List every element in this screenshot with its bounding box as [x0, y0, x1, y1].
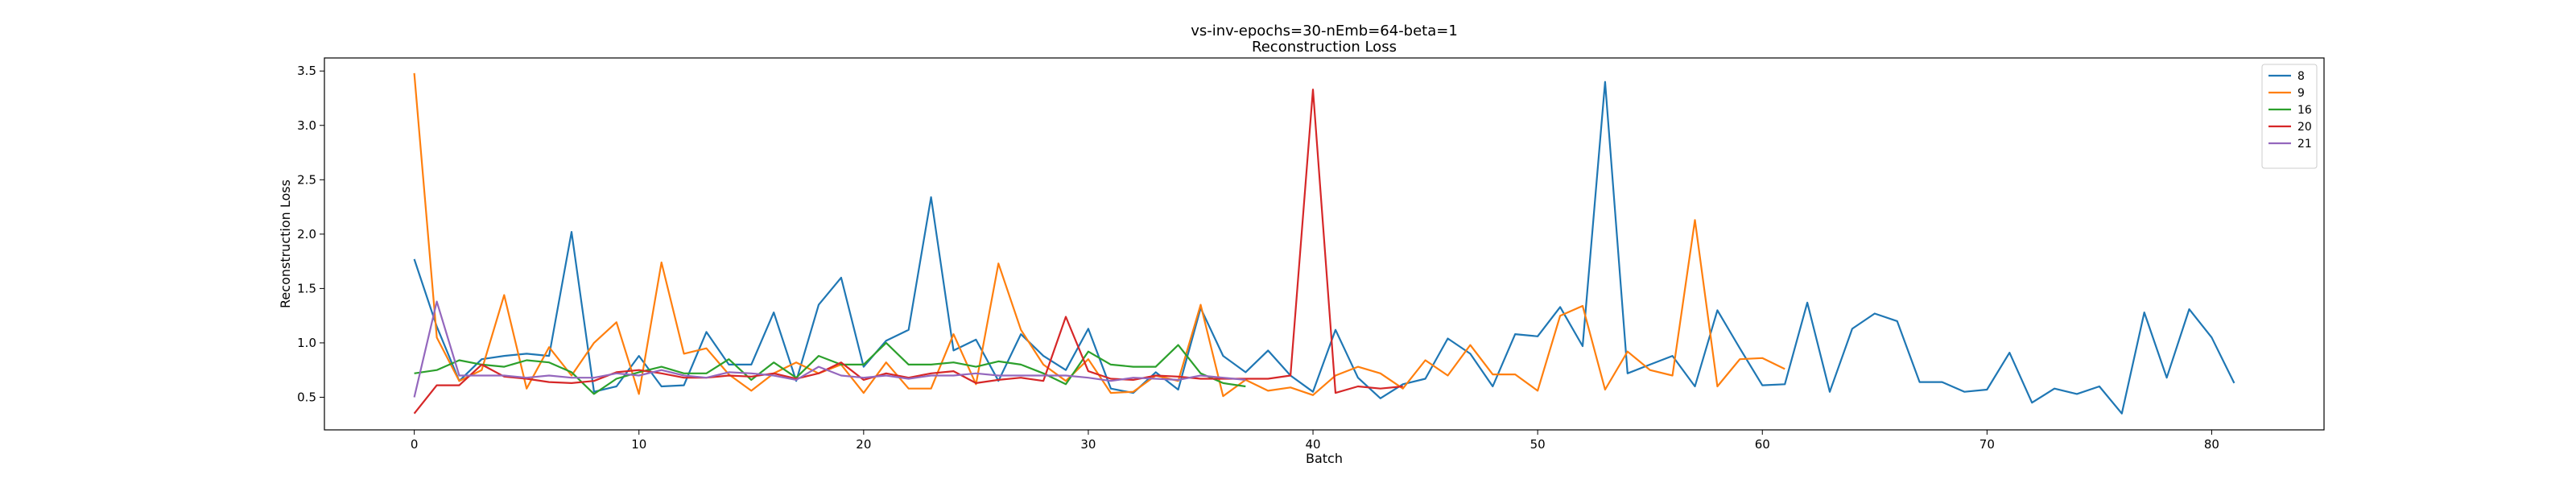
chart-subtitle: Reconstruction Loss: [1252, 39, 1397, 56]
legend-box: [2261, 64, 2318, 169]
y-tick-label: 2.5: [297, 172, 316, 187]
x-tick-label: 0: [411, 437, 419, 452]
y-axis-label: Reconstruction Loss: [278, 180, 293, 308]
x-tick-label: 70: [1979, 437, 1995, 452]
legend-label-9: 9: [2297, 87, 2305, 100]
x-tick-label: 10: [631, 437, 646, 452]
y-tick-label: 2.0: [297, 227, 316, 242]
legend-label-16: 16: [2297, 104, 2312, 117]
x-tick-label: 30: [1080, 437, 1096, 452]
y-tick-label: 3.0: [297, 118, 316, 133]
y-tick-label: 3.5: [297, 64, 316, 78]
x-axis-label: Batch: [1306, 451, 1343, 466]
plot-area: [413, 72, 2235, 415]
x-tick-label: 60: [1755, 437, 1770, 452]
y-tick-label: 1.0: [297, 336, 316, 350]
series-line-21: [413, 300, 1246, 398]
x-tick-label: 50: [1530, 437, 1546, 452]
x-tick-label: 40: [1305, 437, 1320, 452]
axes-frame: [324, 57, 2325, 431]
series-line-8: [413, 80, 2235, 415]
legend: 8 9 16 20 21: [2261, 64, 2318, 169]
legend-label-8: 8: [2297, 70, 2305, 83]
legend-label-21: 21: [2297, 138, 2312, 151]
legend-label-20: 20: [2297, 121, 2312, 134]
y-axis: 0.5 1.0 1.5 2.0 2.5 3.0 3.5: [297, 64, 324, 404]
y-tick-label: 1.5: [297, 281, 316, 295]
x-axis: 0 10 20 30 40 50 60 70 80: [411, 430, 2219, 452]
x-tick-label: 80: [2204, 437, 2219, 452]
x-tick-label: 20: [856, 437, 871, 452]
series-line-16: [414, 341, 1246, 395]
chart-title: vs-inv-epochs=30-nEmb=64-beta=1: [1191, 23, 1458, 39]
y-tick-label: 0.5: [297, 390, 316, 404]
